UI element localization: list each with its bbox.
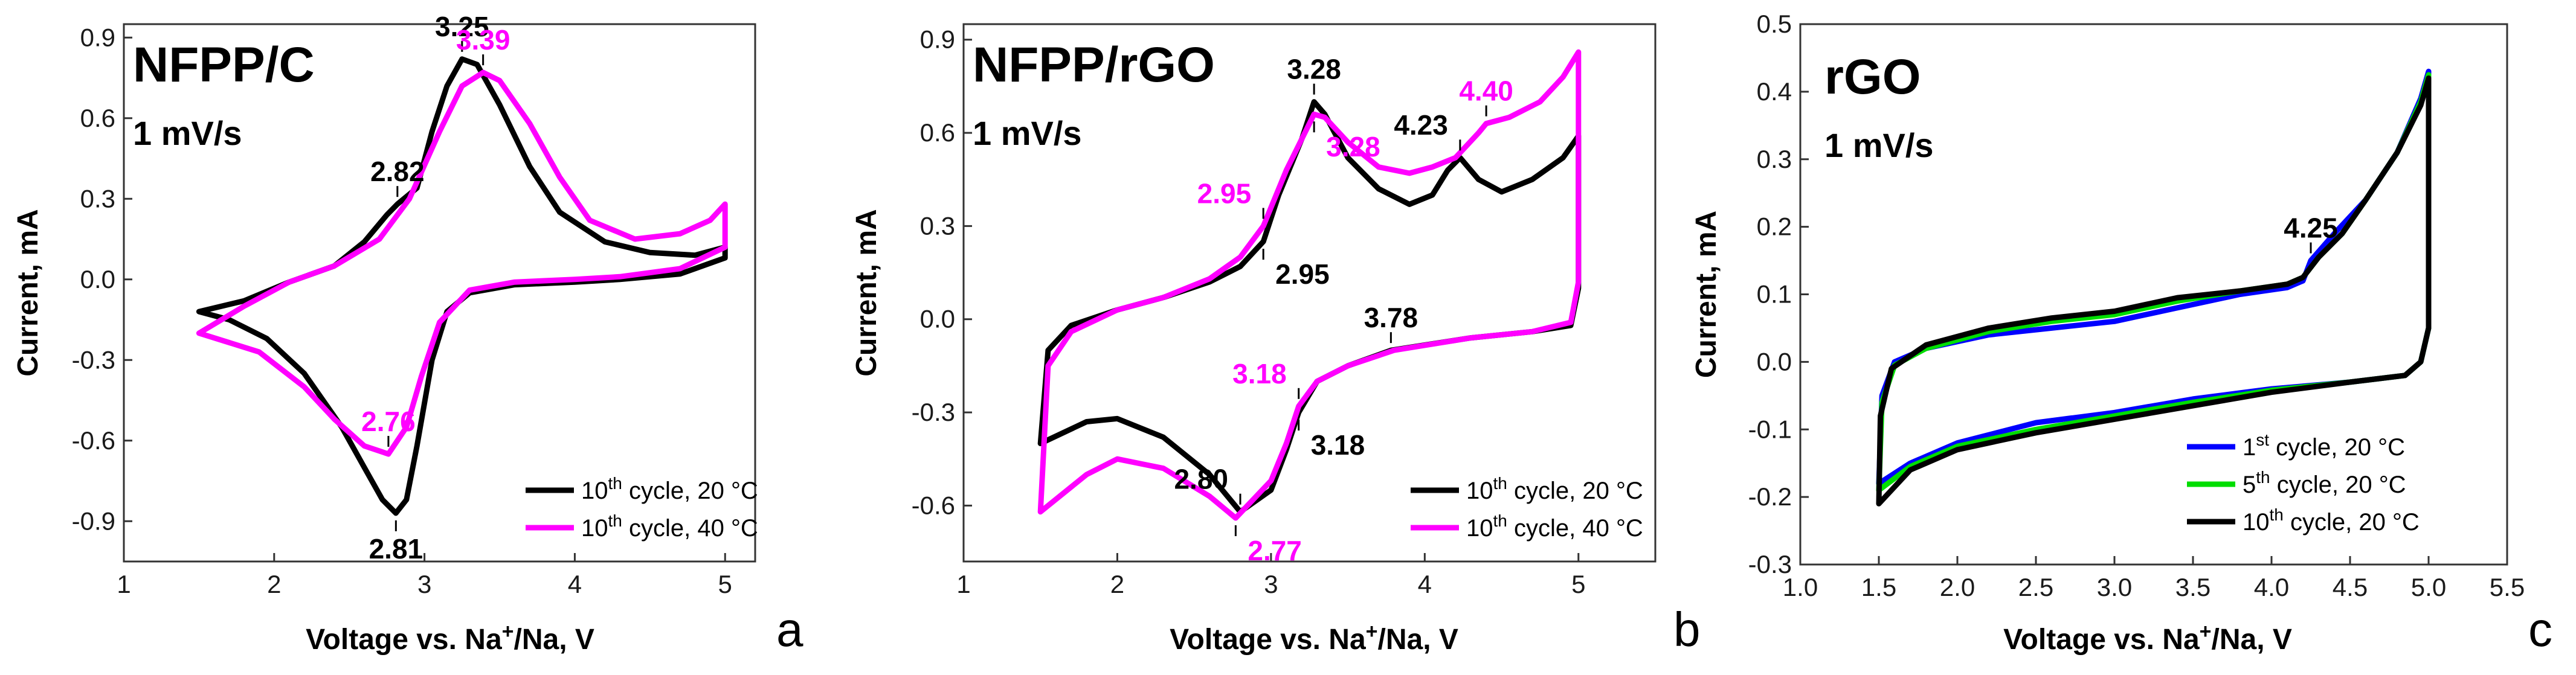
legend-label: 10th cycle, 40 °C: [1466, 511, 1643, 542]
peak-label: 3.39: [456, 24, 510, 56]
peak-label: 2.76: [361, 406, 416, 437]
x-tick-label: 5.0: [2411, 573, 2446, 601]
x-tick-label: 5: [718, 570, 732, 598]
scan-rate-label: 1 mV/s: [133, 114, 242, 152]
legend-label: 10th cycle, 20 °C: [2243, 505, 2420, 536]
x-tick-label: 1.5: [1861, 573, 1896, 601]
x-tick-label: 3.0: [2097, 573, 2132, 601]
x-tick-label: 2.5: [2018, 573, 2053, 601]
series-line-c-1: [1876, 72, 2432, 493]
peak-label: 2.77: [1248, 535, 1302, 566]
x-tick-label: 2: [1110, 570, 1124, 598]
y-tick-label: 0.0: [1757, 347, 1792, 376]
panel-title: NFPP/C: [133, 37, 315, 92]
y-tick-label: -0.6: [72, 426, 115, 455]
peak-label: 2.82: [370, 156, 425, 187]
x-tick-label: 1: [956, 570, 970, 598]
panel-title: NFPP/rGO: [973, 37, 1215, 92]
series-line-a-1: [196, 69, 728, 457]
legend-label: 10th cycle, 40 °C: [581, 511, 758, 542]
series-line-c-0: [1876, 68, 2432, 487]
peak-label: 2.95: [1275, 258, 1330, 290]
y-tick-label: 0.5: [1757, 10, 1792, 38]
legend-label: 10th cycle, 20 °C: [1466, 474, 1643, 504]
y-tick-label: 0.0: [80, 265, 115, 293]
y-axis-label: Current, mA: [1690, 211, 1722, 378]
y-tick-label: 0.3: [80, 184, 115, 213]
peak-label: 4.23: [1394, 109, 1448, 141]
y-tick-label: 0.4: [1757, 77, 1792, 106]
x-tick-label: 4: [568, 570, 582, 598]
peak-label: 2.80: [1174, 464, 1228, 495]
series-line-c-2: [1876, 75, 2432, 507]
y-tick-label: -0.1: [1748, 415, 1792, 443]
x-tick-label: 3: [1264, 570, 1278, 598]
y-tick-label: -0.2: [1748, 482, 1792, 511]
y-axis-label: Current, mA: [12, 209, 44, 376]
panel-title: rGO: [1824, 50, 1921, 104]
peak-label: 3.28: [1326, 131, 1380, 162]
legend-label: 1st cycle, 20 °C: [2243, 430, 2405, 461]
x-axis-label: Voltage vs. Na+/Na, V: [306, 620, 594, 656]
x-axis-label: Voltage vs. Na+/Na, V: [2003, 620, 2292, 656]
x-tick-label: 4: [1418, 570, 1432, 598]
x-tick-label: 5: [1571, 570, 1585, 598]
plot-frame: [123, 23, 756, 563]
peak-label: 3.28: [1287, 54, 1341, 85]
peak-label: 3.18: [1232, 358, 1287, 389]
panel-letter: c: [2528, 603, 2552, 656]
y-tick-label: -0.3: [1748, 550, 1792, 578]
panel-a: 1 2 3 4 5 -0.9 -0.6 -0.3 0.0 0.3 0.6 0.9 3.253.39 2.8…: [12, 11, 803, 656]
series-line-b-0: [1037, 99, 1582, 515]
x-tick-label: 4.0: [2254, 573, 2289, 601]
plot-frame: [962, 23, 1657, 563]
series-line-b-1: [1037, 49, 1582, 521]
x-tick-label: 4.5: [2333, 573, 2368, 601]
x-tick-label: 2.0: [1940, 573, 1975, 601]
y-tick-label: 0.9: [80, 23, 115, 51]
y-tick-label: -0.9: [72, 507, 115, 535]
y-tick-label: 0.2: [1757, 213, 1792, 241]
panel-letter: b: [1673, 603, 1701, 656]
peak-label: 3.18: [1311, 429, 1365, 461]
x-tick-label: 3.5: [2175, 573, 2211, 601]
panel-b: 1 2 3 4 5 -0.6 -0.3 0.0 0.3 0.6 0.9 3.28 4.40 4.23 2.9…: [851, 23, 1701, 656]
y-tick-label: -0.3: [912, 398, 955, 426]
legend-label: 10th cycle, 20 °C: [581, 474, 758, 504]
y-axis-label: Current, mA: [851, 209, 883, 376]
x-tick-label: 5.5: [2490, 573, 2525, 601]
x-tick-label: 2: [267, 570, 281, 598]
y-tick-label: 0.3: [920, 211, 955, 240]
scan-rate-label: 1 mV/s: [1824, 126, 1934, 164]
y-tick-label: 0.9: [920, 25, 955, 54]
y-tick-label: -0.6: [912, 491, 955, 519]
y-tick-label: 0.6: [80, 104, 115, 132]
x-axis-label: Voltage vs. Na+/Na, V: [1170, 620, 1458, 656]
peak-label: 3.78: [1364, 302, 1418, 333]
peak-label: 4.40: [1459, 75, 1513, 107]
x-tick-label: 1.0: [1783, 573, 1818, 601]
x-tick-label: 1: [117, 570, 130, 598]
peak-label: 3.25: [435, 11, 489, 42]
panel-letter: a: [776, 603, 803, 656]
y-tick-label: 0.6: [920, 118, 955, 147]
y-tick-label: -0.3: [72, 345, 115, 374]
y-tick-label: 0.1: [1757, 280, 1792, 309]
legend-label: 5th cycle, 20 °C: [2243, 468, 2406, 498]
y-tick-label: 0.3: [1757, 145, 1792, 173]
y-tick-label: 0.0: [920, 305, 955, 333]
scan-rate-label: 1 mV/s: [973, 114, 1082, 152]
panel-c: 1.0 1.5 2.0 2.5 3.0 3.5 4.0 4.5 5.0 5.5 -0.3 -0.2 -0…: [1690, 10, 2552, 656]
peak-label: 4.25: [2284, 213, 2338, 244]
peak-label: 2.81: [369, 533, 423, 565]
peak-label: 2.95: [1197, 178, 1252, 209]
x-tick-label: 3: [417, 570, 431, 598]
